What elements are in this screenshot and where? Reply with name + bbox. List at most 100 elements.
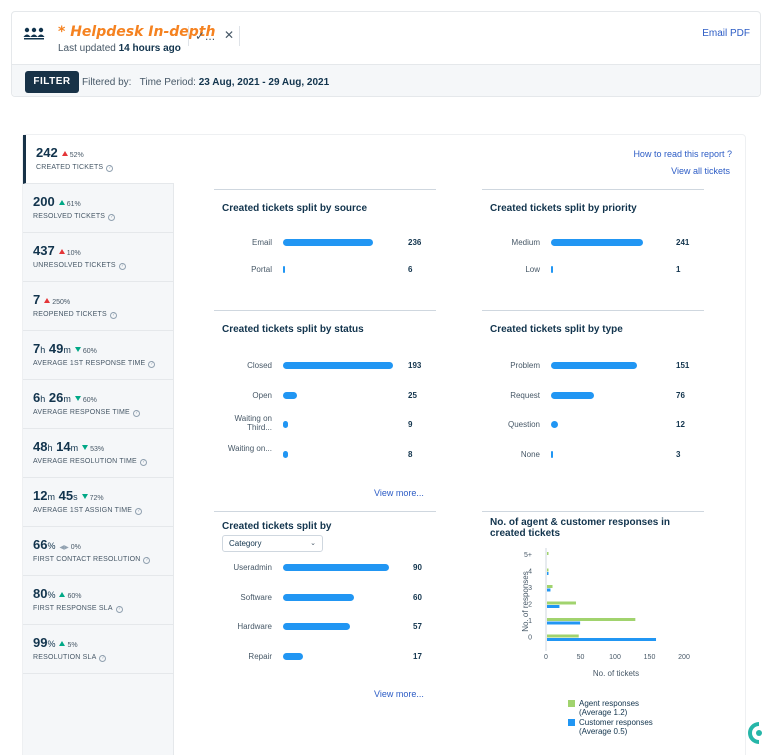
info-icon[interactable]: ? (118, 263, 126, 270)
metric-unresolved-tickets[interactable]: 437 10% UNRESOLVED TICKETS? (23, 233, 174, 282)
close-icon[interactable]: ✕ (224, 28, 235, 42)
legend-swatch-customer (568, 719, 575, 726)
x-tick-label: 200 (678, 654, 690, 661)
info-icon[interactable]: ? (139, 459, 147, 466)
report-header: * Helpdesk In-depth Last updated 14 hour… (11, 11, 761, 97)
bar[interactable] (283, 451, 288, 458)
trend-up-icon (44, 298, 51, 303)
bar[interactable] (551, 239, 643, 246)
metric-avg-resolution-time[interactable]: 48h 14m 53% AVERAGE RESOLUTION TIME? (23, 429, 174, 478)
metric-first-response-sla[interactable]: 80% 60% FIRST RESPONSE SLA? (23, 576, 174, 625)
info-icon[interactable]: ? (109, 312, 117, 319)
y-tick-label: 0 (528, 635, 532, 642)
info-icon[interactable]: ? (106, 165, 114, 172)
bar-value: 1 (676, 265, 681, 274)
bar[interactable] (283, 362, 393, 369)
metric-avg-first-response-time[interactable]: 7h 49m 60% AVERAGE 1ST RESPONSE TIME? (23, 331, 174, 380)
bar-label: Open (252, 391, 272, 400)
chevron-down-icon: ⌄ (310, 540, 316, 547)
bar-label: Waiting on Third... (234, 414, 273, 432)
bar[interactable] (283, 653, 303, 660)
bar[interactable] (283, 623, 350, 630)
bar[interactable] (551, 362, 637, 369)
bar-agent (547, 585, 553, 588)
legend-agent: Agent responses (Average 1.2) (579, 699, 640, 717)
y-axis-label: No. of responses (521, 571, 530, 631)
metric-first-contact-resolution[interactable]: 66% ◀▶ 0% FIRST CONTACT RESOLUTION? (23, 527, 174, 576)
email-pdf-link[interactable]: Email PDF (702, 28, 750, 39)
bar-agent (547, 552, 549, 555)
panel-category: Created tickets split by Category ⌄ Usera… (214, 511, 436, 711)
panel-title: Created tickets split by type (490, 324, 623, 335)
report-title[interactable]: * Helpdesk In-depth (58, 24, 216, 40)
bar-value: 60 (413, 593, 422, 602)
x-axis-label: No. of tickets (593, 669, 639, 678)
metric-resolution-sla[interactable]: 99% 5% RESOLUTION SLA? (23, 625, 174, 674)
trend-up-icon (59, 641, 66, 646)
bar[interactable] (283, 392, 297, 399)
chart-title: No. of agent & customer responses in cre… (490, 517, 671, 539)
bar[interactable] (283, 239, 373, 246)
bar-label: Closed (247, 361, 272, 370)
info-icon[interactable]: ? (115, 606, 123, 613)
bar[interactable] (551, 421, 558, 428)
bar-label: Low (525, 265, 540, 274)
info-icon[interactable]: ? (108, 214, 116, 221)
panel-title: Created tickets split by (222, 521, 332, 532)
bar-label: Software (240, 593, 272, 602)
trend-up-icon (59, 592, 66, 597)
help-widget-icon[interactable] (745, 718, 768, 755)
bar[interactable] (551, 266, 553, 273)
info-icon[interactable]: ? (135, 508, 143, 515)
bar-value: 57 (413, 622, 422, 631)
y-tick-label: 1 (528, 618, 532, 625)
bar-value: 236 (408, 238, 422, 247)
bar-customer (547, 572, 549, 575)
check-icon[interactable]: ✓... (195, 29, 216, 43)
bar-label: Hardware (237, 622, 272, 631)
info-icon[interactable]: ? (132, 410, 140, 417)
bar-value: 3 (676, 450, 681, 459)
trend-down-icon (74, 347, 81, 352)
filter-button[interactable]: FILTER (25, 71, 79, 93)
y-tick-label: 3 (528, 585, 532, 592)
info-icon[interactable]: ? (143, 557, 151, 564)
x-tick-label: 0 (544, 654, 548, 661)
how-to-read-link[interactable]: How to read this report ? (633, 149, 732, 159)
view-all-tickets-link[interactable]: View all tickets (671, 166, 730, 176)
category-select[interactable]: Category ⌄ (222, 535, 323, 552)
info-icon[interactable]: ? (99, 655, 107, 662)
metric-reopened-tickets[interactable]: 7 250% REOPENED TICKETS? (23, 282, 174, 331)
bar-value: 90 (413, 563, 422, 572)
metric-created-tickets[interactable]: 242 52% CREATED TICKETS? (23, 135, 174, 184)
info-icon[interactable]: ? (148, 361, 156, 368)
bar-value: 76 (676, 391, 685, 400)
metric-resolved-tickets[interactable]: 200 61% RESOLVED TICKETS? (23, 184, 174, 233)
metric-avg-first-assign-time[interactable]: 12m 45s 72% AVERAGE 1ST ASSIGN TIME? (23, 478, 174, 527)
bar-agent (547, 634, 579, 638)
metric-avg-response-time[interactable]: 6h 26m 60% AVERAGE RESPONSE TIME? (23, 380, 174, 429)
y-tick-label: 4 (528, 569, 532, 576)
trend-up-icon (58, 249, 65, 254)
panel-status: Created tickets split by status Closed 1… (214, 310, 436, 510)
bar[interactable] (551, 392, 594, 399)
header-top: * Helpdesk In-depth Last updated 14 hour… (12, 12, 760, 64)
view-more-link[interactable]: View more... (374, 689, 424, 699)
bar-label: Medium (511, 238, 540, 247)
bar-label: Waiting on... (227, 444, 272, 453)
title-actions: ✓... ✕ (188, 26, 240, 46)
bar-agent (547, 568, 549, 572)
bar-label: Useradmin (233, 563, 272, 572)
view-more-link[interactable]: View more... (374, 488, 424, 498)
bar-value: 25 (408, 391, 417, 400)
x-tick-label: 100 (609, 654, 621, 661)
bar-label: Request (510, 391, 540, 400)
bar[interactable] (283, 421, 288, 428)
bar-customer (547, 621, 581, 625)
bar[interactable] (283, 564, 389, 571)
bar[interactable] (551, 451, 553, 458)
metrics-sidebar: 242 52% CREATED TICKETS? 200 61% RESOLVED … (23, 135, 174, 755)
bar[interactable] (283, 266, 285, 273)
bar[interactable] (283, 594, 354, 601)
